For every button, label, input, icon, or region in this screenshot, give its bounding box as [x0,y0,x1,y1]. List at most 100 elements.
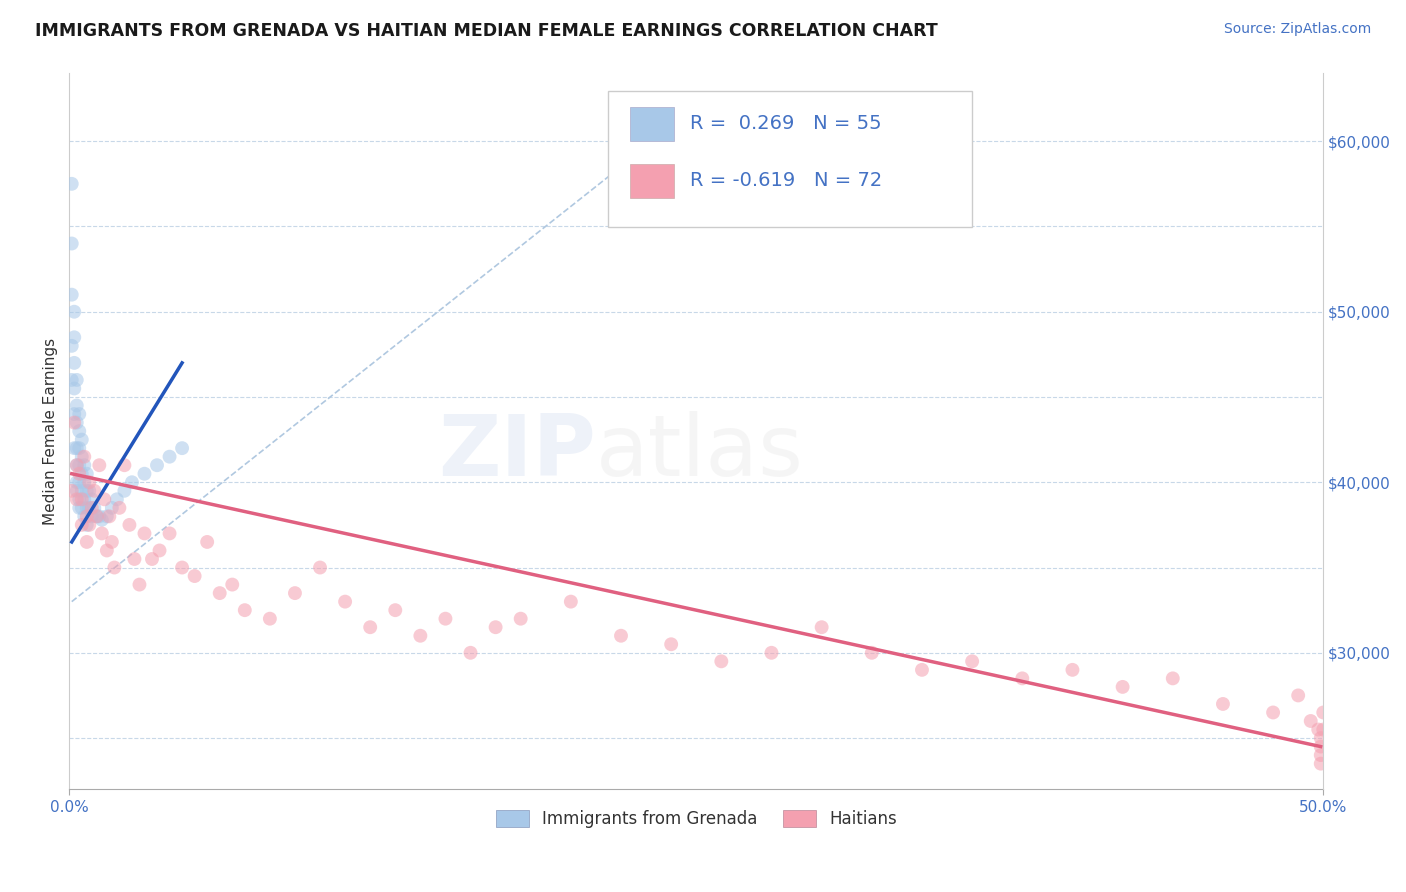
Point [1062,663,1084,677]
Point [66,441,89,455]
Point [83,483,105,498]
Point [67,475,90,490]
Point [761,646,783,660]
Point [60,177,83,191]
Point [66,399,89,413]
Point [73,475,96,490]
Point [70,517,93,532]
Point [76,509,98,524]
Point [93,492,115,507]
Point [101,500,124,515]
Point [172,560,194,574]
Point [112,483,135,498]
Point [63,382,86,396]
Point [80,500,103,515]
Point [66,373,89,387]
Point [159,526,181,541]
Point [1212,697,1234,711]
Point [1286,689,1309,703]
Point [70,450,93,464]
Point [233,603,256,617]
Point [63,407,86,421]
Point [1011,672,1033,686]
Point [66,416,89,430]
Point [309,560,332,574]
Point [79,500,101,515]
Point [1309,748,1331,763]
Point [63,330,86,344]
Point [63,356,86,370]
Point [76,467,98,481]
Point [221,577,243,591]
Point [112,458,135,473]
Point [67,500,90,515]
Point [66,483,89,498]
Point [103,560,125,574]
FancyBboxPatch shape [609,91,972,227]
Point [73,492,96,507]
Text: R = -0.619   N = 72: R = -0.619 N = 72 [690,171,882,190]
Point [90,513,112,527]
Point [284,586,307,600]
Bar [630,107,673,141]
Point [67,424,90,438]
Point [710,654,733,668]
Point [70,483,93,498]
Point [259,612,281,626]
Bar [630,164,673,198]
Text: IMMIGRANTS FROM GRENADA VS HAITIAN MEDIAN FEMALE EARNINGS CORRELATION CHART: IMMIGRANTS FROM GRENADA VS HAITIAN MEDIA… [35,22,938,40]
Point [1299,714,1322,728]
Text: ZIP: ZIP [439,411,596,494]
Point [73,509,96,524]
Point [434,612,457,626]
Point [67,467,90,481]
Point [124,552,146,566]
Point [89,509,111,524]
Point [66,458,89,473]
Point [76,535,98,549]
Point [70,433,93,447]
Point [60,483,83,498]
Point [89,458,111,473]
Point [63,416,86,430]
Text: Source: ZipAtlas.com: Source: ZipAtlas.com [1223,22,1371,37]
Point [460,646,482,660]
Point [134,526,156,541]
Point [76,517,98,532]
Point [1308,723,1330,737]
Point [73,450,96,464]
Point [384,603,406,617]
Point [79,483,101,498]
Point [76,500,98,515]
Point [1261,706,1284,720]
Point [108,500,131,515]
Point [659,637,682,651]
Point [67,407,90,421]
Point [60,236,83,251]
Point [80,492,103,507]
Point [810,620,832,634]
Point [911,663,934,677]
Point [86,509,108,524]
Point [60,287,83,301]
Point [66,458,89,473]
Point [960,654,983,668]
Point [141,552,163,566]
Point [1111,680,1133,694]
Point [76,483,98,498]
Point [183,569,205,583]
Point [509,612,531,626]
Text: atlas: atlas [596,411,804,494]
Point [146,458,169,473]
Point [70,500,93,515]
Point [67,492,90,507]
Point [96,543,118,558]
Point [560,594,582,608]
Legend: Immigrants from Grenada, Haitians: Immigrants from Grenada, Haitians [489,803,904,835]
Point [860,646,883,660]
Point [333,594,356,608]
Point [96,509,118,524]
Point [359,620,381,634]
Point [159,450,181,464]
Point [121,475,143,490]
